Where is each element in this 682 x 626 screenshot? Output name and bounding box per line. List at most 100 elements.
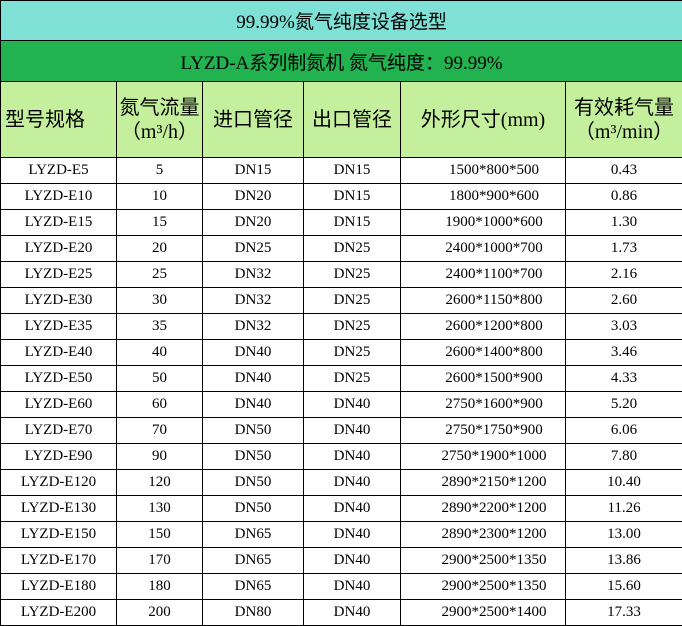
cell: LYZD-E200 xyxy=(0,599,117,626)
cell: DN40 xyxy=(303,417,401,444)
cell: 1.73 xyxy=(564,235,682,262)
cell: 13.86 xyxy=(564,547,682,574)
data-row: LYZD-E130 130 DN50 DN40 2890*2200*1200 11.26 xyxy=(0,495,682,522)
header-cell: 型号规格 xyxy=(0,81,117,158)
data-row: LYZD-E170 170 DN65 DN40 2900*2500*1350 13.86 xyxy=(0,547,682,574)
cell: 2600*1500*900 xyxy=(400,365,566,392)
cell: DN15 xyxy=(202,157,304,184)
cell: DN15 xyxy=(303,183,401,210)
cell: DN40 xyxy=(303,573,401,600)
cell: DN40 xyxy=(303,547,401,574)
cell: 20 xyxy=(116,235,203,262)
data-row: LYZD-E90 90 DN50 DN40 2750*1900*1000 7.80 xyxy=(0,443,682,470)
cell: DN40 xyxy=(303,599,401,626)
cell: 7.80 xyxy=(564,443,682,470)
cell: LYZD-E25 xyxy=(0,261,117,288)
cell: 40 xyxy=(116,339,203,366)
data-row: LYZD-E35 35 DN32 DN25 2600*1200*800 3.03 xyxy=(0,313,682,340)
subtitle: LYZD-A系列制氮机 氮气纯度：99.99% xyxy=(0,40,682,82)
cell: 30 xyxy=(116,287,203,314)
cell: DN65 xyxy=(202,573,304,600)
cell: LYZD-E10 xyxy=(0,183,117,210)
cell: 120 xyxy=(116,469,203,496)
cell: 0.86 xyxy=(564,183,682,210)
header-text: 氮气流量 xyxy=(119,96,200,119)
cell: 4.33 xyxy=(564,365,682,392)
cell: DN65 xyxy=(202,547,304,574)
data-row: LYZD-E50 50 DN40 DN25 2600*1500*900 4.33 xyxy=(0,365,682,392)
cell: 17.33 xyxy=(564,599,682,626)
cell: 60 xyxy=(116,391,203,418)
cell: DN65 xyxy=(202,521,304,548)
cell: 2400*1000*700 xyxy=(400,235,566,262)
header-text: 外形尺寸(mm) xyxy=(420,108,546,131)
cell: 1800*900*600 xyxy=(400,183,566,210)
cell: 2890*2300*1200 xyxy=(400,521,566,548)
data-row: LYZD-E40 40 DN40 DN25 2600*1400*800 3.46 xyxy=(0,339,682,366)
cell: 2600*1150*800 xyxy=(400,287,566,314)
cell: LYZD-E35 xyxy=(0,313,117,340)
data-row: LYZD-E25 25 DN32 DN25 2400*1100*700 2.16 xyxy=(0,261,682,288)
cell: DN40 xyxy=(202,339,304,366)
header-cell: 氮气流量 （m³/h） xyxy=(116,81,203,158)
header-text: （m³/min） xyxy=(574,120,674,143)
cell: DN50 xyxy=(202,443,304,470)
cell: 1900*1000*600 xyxy=(400,209,566,236)
cell: 2900*2500*1350 xyxy=(400,547,566,574)
cell: 10.40 xyxy=(564,469,682,496)
header-cell: 出口管径 xyxy=(303,81,401,158)
cell: LYZD-E170 xyxy=(0,547,117,574)
cell: DN25 xyxy=(303,261,401,288)
header-text: 有效耗气量 xyxy=(574,96,675,119)
header-text: 进口管径 xyxy=(213,108,293,131)
data-row: LYZD-E10 10 DN20 DN15 1800*900*600 0.86 xyxy=(0,183,682,210)
cell: 5 xyxy=(116,157,203,184)
cell: LYZD-E30 xyxy=(0,287,117,314)
cell: 10 xyxy=(116,183,203,210)
header-cell: 进口管径 xyxy=(202,81,304,158)
cell: 90 xyxy=(116,443,203,470)
cell: LYZD-E50 xyxy=(0,365,117,392)
cell: DN50 xyxy=(202,469,304,496)
cell: LYZD-E130 xyxy=(0,495,117,522)
cell: DN40 xyxy=(202,365,304,392)
cell: DN25 xyxy=(202,235,304,262)
title-row: 99.99%氮气纯度设备选型 xyxy=(0,0,682,41)
data-row: LYZD-E15 15 DN20 DN15 1900*1000*600 1.30 xyxy=(0,209,682,236)
cell: 6.06 xyxy=(564,417,682,444)
cell: DN25 xyxy=(303,365,401,392)
cell: DN32 xyxy=(202,261,304,288)
cell: DN40 xyxy=(303,391,401,418)
cell: 180 xyxy=(116,573,203,600)
cell: DN80 xyxy=(202,599,304,626)
cell: DN20 xyxy=(202,209,304,236)
cell: LYZD-E40 xyxy=(0,339,117,366)
cell: DN15 xyxy=(303,209,401,236)
cell: 35 xyxy=(116,313,203,340)
cell: DN40 xyxy=(202,391,304,418)
cell: LYZD-E70 xyxy=(0,417,117,444)
cell: 1500*800*500 xyxy=(400,157,566,184)
cell: 2890*2150*1200 xyxy=(400,469,566,496)
cell: 2900*2500*1350 xyxy=(400,573,566,600)
cell: DN32 xyxy=(202,313,304,340)
cell: DN25 xyxy=(303,235,401,262)
title: 99.99%氮气纯度设备选型 xyxy=(0,0,682,41)
header-text: 型号规格 xyxy=(5,108,85,131)
cell: DN15 xyxy=(303,157,401,184)
cell: 130 xyxy=(116,495,203,522)
cell: DN40 xyxy=(303,443,401,470)
cell: 13.00 xyxy=(564,521,682,548)
cell: 2900*2500*1400 xyxy=(400,599,566,626)
cell: LYZD-E90 xyxy=(0,443,117,470)
cell: DN25 xyxy=(303,339,401,366)
cell: 2750*1750*900 xyxy=(400,417,566,444)
cell: 2.16 xyxy=(564,261,682,288)
data-row: LYZD-E150 150 DN65 DN40 2890*2300*1200 13.00 xyxy=(0,521,682,548)
cell: 50 xyxy=(116,365,203,392)
cell: DN40 xyxy=(303,469,401,496)
cell: LYZD-E180 xyxy=(0,573,117,600)
cell: 15 xyxy=(116,209,203,236)
cell: DN50 xyxy=(202,495,304,522)
